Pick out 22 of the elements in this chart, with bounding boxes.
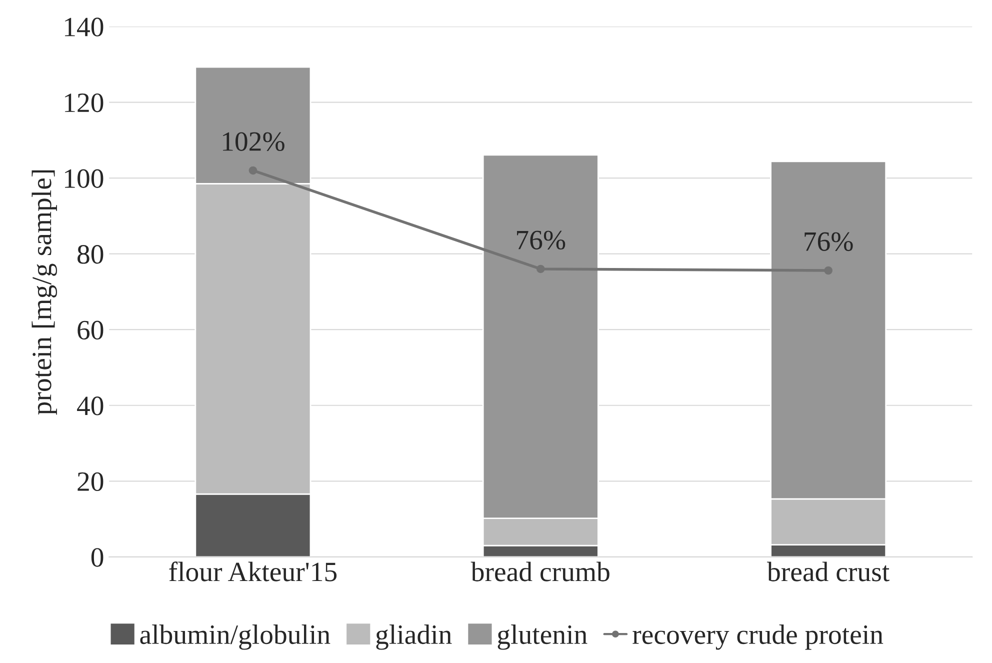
x-tick-label: bread crumb bbox=[470, 562, 610, 582]
point bbox=[248, 166, 258, 175]
y-axis-title: protein [mg/g sample] bbox=[32, 170, 58, 415]
data-label: 76% bbox=[517, 230, 566, 250]
y-tick-label: 20 bbox=[78, 472, 104, 492]
y-tick-label: 100 bbox=[65, 169, 104, 188]
y-tick-label: 140 bbox=[65, 18, 104, 36]
legend-label: gliadin bbox=[376, 624, 452, 650]
legend-label: recovery crude protein bbox=[632, 624, 884, 650]
y-tick-label: 60 bbox=[78, 320, 104, 340]
y-tick-label: 120 bbox=[65, 93, 104, 112]
x-tick-label: bread crust bbox=[767, 562, 890, 582]
y-tick-label: 0 bbox=[91, 548, 104, 567]
legend-label: glutenin bbox=[498, 624, 588, 650]
data-label: 76% bbox=[804, 232, 853, 252]
point bbox=[536, 264, 545, 274]
x-tick-label: flour Akteur'15 bbox=[169, 562, 337, 582]
y-tick-label: 80 bbox=[78, 245, 104, 264]
data-label: 102% bbox=[223, 132, 284, 152]
point bbox=[824, 266, 832, 275]
legend-label: albumin/globulin bbox=[140, 624, 330, 650]
y-tick-label: 40 bbox=[77, 396, 104, 416]
